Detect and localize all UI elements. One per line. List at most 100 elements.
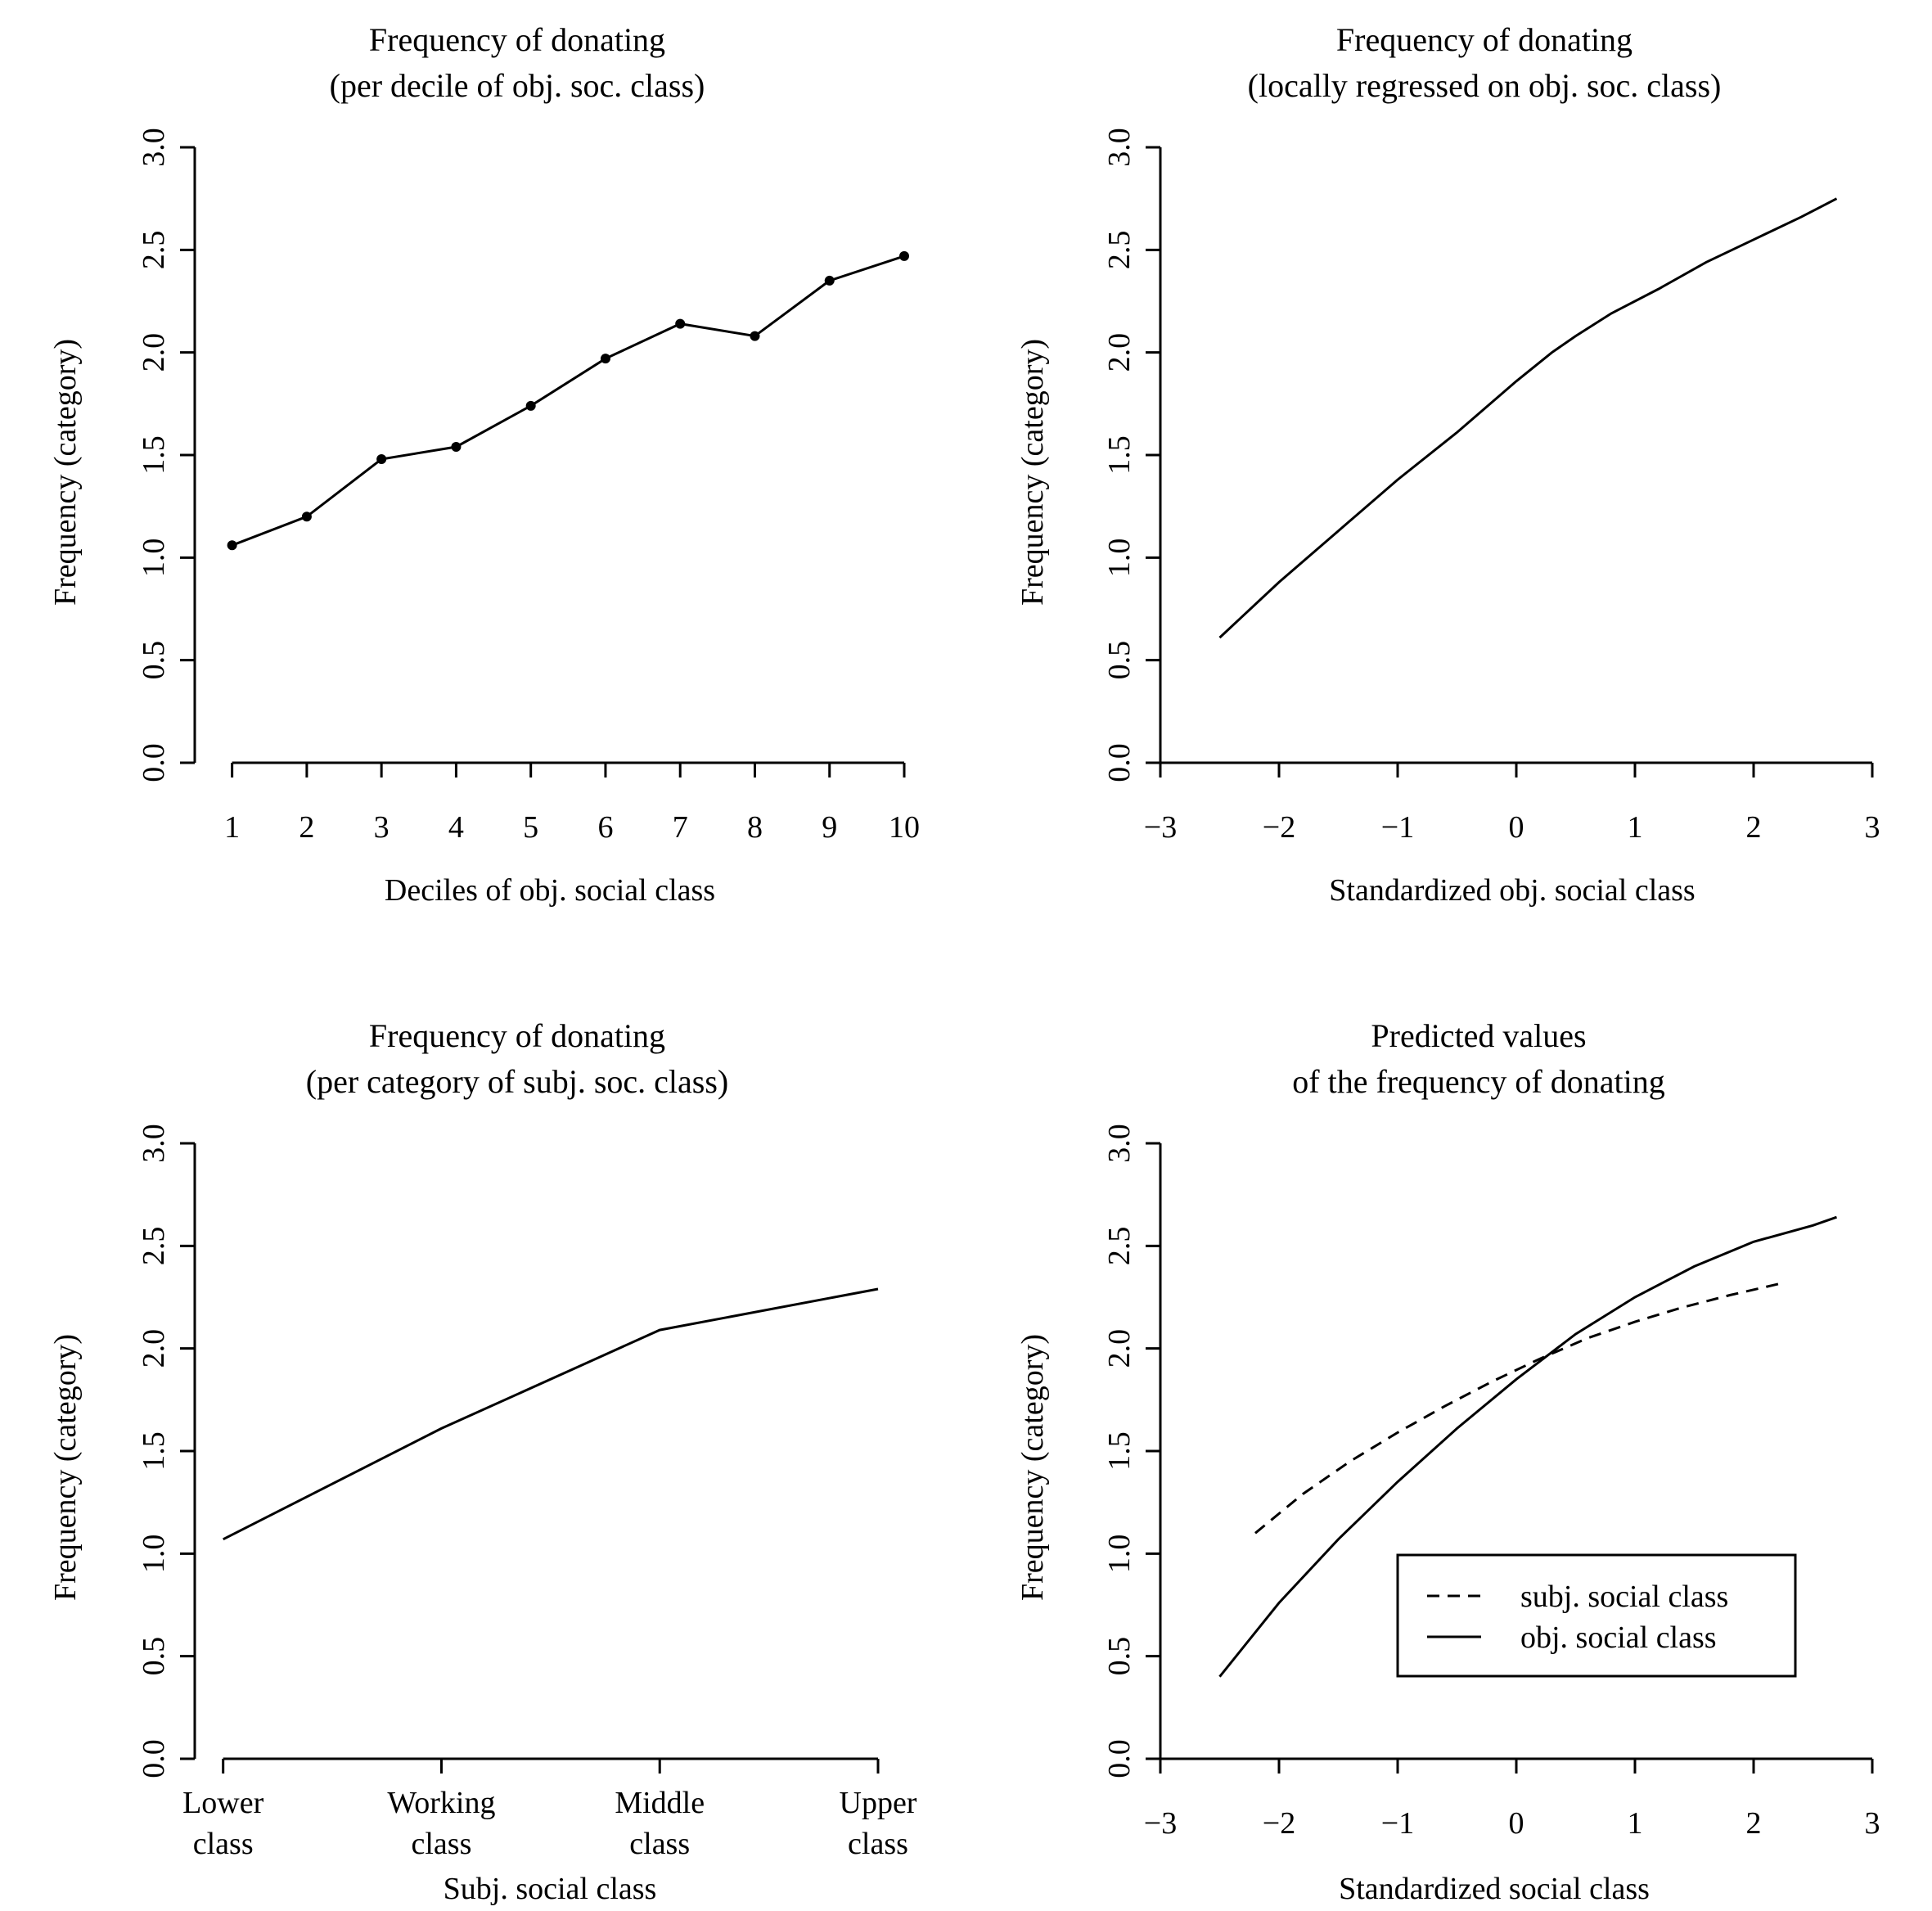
x-tick-label: 3 <box>1865 1806 1880 1841</box>
x-axis-title: Deciles of obj. social class <box>385 873 715 908</box>
data-point <box>451 441 462 452</box>
panel-deciles-chart: Frequency of donating (per decile of obj… <box>48 21 920 908</box>
x-axis-title: Subj. social class <box>444 1872 657 1906</box>
x-tick-label: 3 <box>1865 810 1880 845</box>
x-tick-label: −2 <box>1263 1806 1295 1841</box>
y-axis-title: Frequency (category) <box>1016 1334 1050 1601</box>
y-tick-label: 2.5 <box>1102 231 1137 270</box>
y-tick-label: 1.5 <box>1102 435 1137 475</box>
chart-subtitle: of the frequency of donating <box>1292 1063 1664 1100</box>
x-tick-label: 1 <box>1628 810 1643 845</box>
series-line-solid <box>223 1287 879 1541</box>
series-line-solid <box>1218 197 1838 639</box>
y-tick-label: 1.5 <box>137 435 171 475</box>
y-tick-label: 3.0 <box>1102 128 1137 167</box>
x-tick-label: 2 <box>299 810 314 845</box>
x-tick-label: 8 <box>747 810 763 845</box>
y-axis-title: Frequency (category) <box>48 1334 83 1601</box>
x-tick-label: 1 <box>1628 1806 1643 1841</box>
chart-subtitle: (locally regressed on obj. soc. class) <box>1248 67 1722 104</box>
data-point <box>301 512 312 522</box>
legend-box <box>1396 1553 1797 1678</box>
x-tick-label: Working <box>387 1786 495 1820</box>
legend-label-obj-social-class: obj. social class <box>1520 1620 1717 1655</box>
x-tick-label: Upper <box>840 1786 917 1820</box>
chart-title: Frequency of donating <box>369 1017 665 1054</box>
data-point <box>899 250 909 261</box>
data-point <box>750 331 760 341</box>
y-tick-label: 0.5 <box>1102 641 1137 680</box>
x-tick-label: 5 <box>523 810 538 845</box>
chart-subtitle: (per category of subj. soc. class) <box>306 1063 728 1100</box>
chart-title: Frequency of donating <box>369 21 665 58</box>
y-tick-label: 1.5 <box>137 1431 171 1471</box>
panel-loess-chart: Frequency of donating (locally regressed… <box>1016 21 1880 908</box>
y-tick-label: 0.5 <box>137 641 171 680</box>
y-tick-label: 2.0 <box>1102 333 1137 372</box>
series-line-dashed <box>1254 1282 1784 1535</box>
y-tick-label: 1.0 <box>1102 539 1137 578</box>
x-tick-label: 3 <box>374 810 390 845</box>
chart-title: Frequency of donating <box>1336 21 1633 58</box>
x-tick-label-line2: class <box>412 1827 472 1861</box>
x-tick-label-line2: class <box>629 1827 690 1861</box>
data-point <box>525 400 536 411</box>
x-axis-title: Standardized obj. social class <box>1329 873 1695 908</box>
y-tick-label: 2.5 <box>137 1227 171 1266</box>
x-tick-label: 2 <box>1746 810 1762 845</box>
y-tick-label: 0.0 <box>137 743 171 782</box>
y-tick-label: 0.0 <box>137 1739 171 1778</box>
y-tick-label: 3.0 <box>137 1124 171 1163</box>
series-line-solid <box>232 255 905 547</box>
legend-label-subj-social-class: subj. social class <box>1520 1580 1728 1614</box>
panel-subjective-class-chart: Frequency of donating (per category of s… <box>48 1017 917 1906</box>
x-tick-label: −3 <box>1144 810 1177 845</box>
x-tick-label: Lower <box>182 1786 264 1820</box>
x-tick-label: 10 <box>889 810 920 845</box>
y-tick-label: 3.0 <box>1102 1124 1137 1163</box>
x-tick-label-line2: class <box>193 1827 254 1861</box>
data-point <box>600 354 610 364</box>
chart-title: Predicted values <box>1371 1017 1586 1054</box>
y-tick-label: 0.0 <box>1102 743 1137 782</box>
x-tick-label: 4 <box>448 810 464 845</box>
chart-subtitle: (per decile of obj. soc. class) <box>330 67 705 104</box>
x-tick-label: 2 <box>1746 1806 1762 1841</box>
legend: subj. social class obj. social class <box>1396 1553 1797 1678</box>
y-tick-label: 2.0 <box>137 1329 171 1368</box>
x-axis-title: Standardized social class <box>1339 1872 1650 1906</box>
y-tick-label: 1.0 <box>1102 1535 1137 1574</box>
x-tick-label: 6 <box>597 810 613 845</box>
data-point <box>675 318 686 329</box>
y-tick-label: 0.5 <box>137 1637 171 1676</box>
x-tick-label-line2: class <box>848 1827 908 1861</box>
x-tick-label: 1 <box>224 810 240 845</box>
x-tick-label: 0 <box>1509 1806 1524 1841</box>
panel-predicted-values-chart: Predicted values of the frequency of don… <box>1016 1017 1880 1906</box>
x-tick-label: −1 <box>1381 810 1414 845</box>
x-tick-label: 0 <box>1509 810 1524 845</box>
x-tick-label: Middle <box>615 1786 705 1820</box>
x-tick-label: 7 <box>673 810 688 845</box>
y-tick-label: 2.5 <box>137 231 171 270</box>
y-tick-label: 2.0 <box>1102 1329 1137 1368</box>
x-tick-label: −3 <box>1144 1806 1177 1841</box>
y-tick-label: 1.0 <box>137 539 171 578</box>
y-tick-label: 1.5 <box>1102 1431 1137 1471</box>
series-line-solid <box>1218 1215 1837 1678</box>
y-tick-label: 0.0 <box>1102 1739 1137 1778</box>
data-point <box>824 275 835 286</box>
y-tick-label: 3.0 <box>137 128 171 167</box>
x-tick-label: −2 <box>1263 810 1295 845</box>
data-point <box>227 540 237 551</box>
y-axis-title: Frequency (category) <box>48 339 83 606</box>
y-tick-label: 2.5 <box>1102 1227 1137 1266</box>
y-tick-label: 0.5 <box>1102 1637 1137 1676</box>
data-point <box>376 454 387 465</box>
x-tick-label: 9 <box>822 810 837 845</box>
y-axis-title: Frequency (category) <box>1016 339 1050 606</box>
y-tick-label: 2.0 <box>137 333 171 372</box>
y-tick-label: 1.0 <box>137 1535 171 1574</box>
x-tick-label: −1 <box>1381 1806 1414 1841</box>
